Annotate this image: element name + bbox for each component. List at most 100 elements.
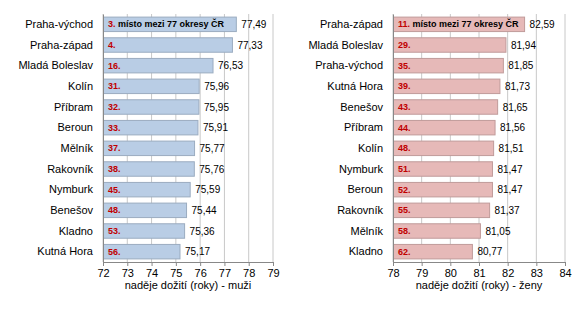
x-axis: 7273747576777879 (97, 262, 279, 279)
tick-mark (200, 262, 201, 266)
data-label: 75,59 (195, 184, 220, 195)
category-label: Benešov (50, 204, 93, 216)
tick: 76 (195, 262, 207, 279)
bar (393, 100, 498, 114)
tick: Kolín (358, 142, 393, 154)
chart-root: 7273747576777879Praha-východPraha-západM… (0, 0, 582, 322)
bar (393, 224, 480, 238)
tick: Beroun (348, 183, 393, 195)
axis-title: naděje dožití (roky) - ženy (416, 279, 543, 291)
rank-label: 16. (108, 61, 121, 71)
tick: 73 (122, 262, 134, 279)
tick: Benešov (50, 204, 103, 216)
tick-label: 79 (267, 267, 279, 279)
category-label: Kolín (358, 142, 383, 154)
bar (393, 17, 525, 31)
category-label: Kolín (68, 80, 93, 92)
tick: Benešov (340, 101, 393, 113)
tick-mark (152, 262, 153, 266)
tick: 78 (243, 262, 255, 279)
rank-label: 53. (108, 226, 121, 236)
axis-line (103, 15, 104, 263)
bar (103, 58, 213, 72)
data-label: 81,94 (511, 40, 536, 51)
axis-title: naděje dožití (roky) - muži (125, 279, 252, 291)
y-axis: Praha-západ Mladá Boleslav Praha-východ Kut… (308, 15, 393, 263)
data-label: 81,56 (500, 122, 525, 133)
data-label: 76,53 (218, 60, 243, 71)
bar (103, 38, 232, 52)
tick: Kutná Hora (327, 80, 393, 92)
data-label: 81,47 (497, 184, 522, 195)
rank-label: 43. (398, 102, 411, 112)
axis-line (393, 15, 394, 263)
tick-mark (176, 262, 177, 266)
tick: 74 (146, 262, 158, 279)
bar (393, 120, 495, 134)
tick-mark (127, 262, 128, 266)
category-label: Rakovník (337, 204, 383, 216)
tick: Mělník (61, 142, 103, 154)
rank-label: 4. (108, 40, 116, 50)
tick-label: 84 (559, 267, 571, 279)
grid-line (248, 14, 249, 262)
data-label: 75,36 (190, 226, 215, 237)
tick: 84 (559, 262, 571, 279)
data-label: 75,17 (185, 246, 210, 257)
chart-panel: 7273747576777879Praha-východPraha-západM… (18, 14, 279, 291)
tick: Praha-východ (315, 59, 393, 71)
tick: 79 (267, 262, 279, 279)
tick-mark (450, 262, 451, 266)
bar (103, 100, 199, 114)
bar (103, 120, 198, 134)
tick: Praha-východ (25, 18, 103, 30)
tick: Mladá Boleslav (308, 39, 393, 51)
rank-label: 33. (108, 123, 121, 133)
tick: Beroun (58, 121, 103, 133)
data-label: 75,96 (204, 81, 229, 92)
y-axis: Praha-východPraha-západMladá BoleslavKol… (18, 15, 103, 263)
data-labels: 77,4977,3376,5375,9675,9575,9175,7775,76… (185, 19, 267, 257)
category-label: Rakovník (47, 163, 93, 175)
bar (393, 182, 492, 196)
category-label: Nymburk (49, 183, 94, 195)
category-label: Mělník (351, 225, 384, 237)
category-label: Kladno (349, 245, 383, 257)
tick: 81 (473, 262, 485, 279)
tick-label: 80 (445, 267, 457, 279)
data-label: 81,85 (508, 60, 533, 71)
bar (393, 141, 494, 155)
tick-label: 76 (195, 267, 207, 279)
tick-label: 78 (243, 267, 255, 279)
rank-label: 55. (398, 205, 411, 215)
annotations: 3. místo mezi 77 okresy ČR4.16.31.32.33.… (108, 18, 225, 256)
data-label: 81,37 (495, 205, 520, 216)
category-label: Kutná Hora (327, 80, 384, 92)
bar (103, 17, 236, 31)
tick: Praha-západ (30, 39, 103, 51)
bar (393, 79, 500, 93)
tick: Příbram (54, 101, 103, 113)
tick: Praha-západ (320, 18, 393, 30)
data-label: 75,44 (192, 205, 217, 216)
category-label: Beroun (348, 183, 383, 195)
bar (393, 58, 503, 72)
tick-mark (393, 262, 394, 266)
data-label: 75,77 (200, 143, 225, 154)
tick-mark (508, 262, 509, 266)
category-label: Kutná Hora (37, 245, 94, 257)
rank-label: 31. (108, 81, 121, 91)
data-label: 81,47 (497, 164, 522, 175)
tick-mark (536, 262, 537, 266)
bar (393, 244, 472, 258)
x-axis: 78798081828384 (387, 262, 571, 279)
category-label: Beroun (58, 121, 93, 133)
category-label: Příbram (344, 121, 383, 133)
tick: Mělník (351, 225, 393, 237)
tick-mark (273, 262, 274, 266)
data-label: 77,49 (241, 19, 266, 30)
data-labels: 82,5981,9481,8581,7381,6581,5681,5181,47… (477, 19, 555, 257)
axis-line (394, 263, 566, 267)
rank-label: 48. (398, 143, 411, 153)
grid-line (273, 14, 274, 262)
